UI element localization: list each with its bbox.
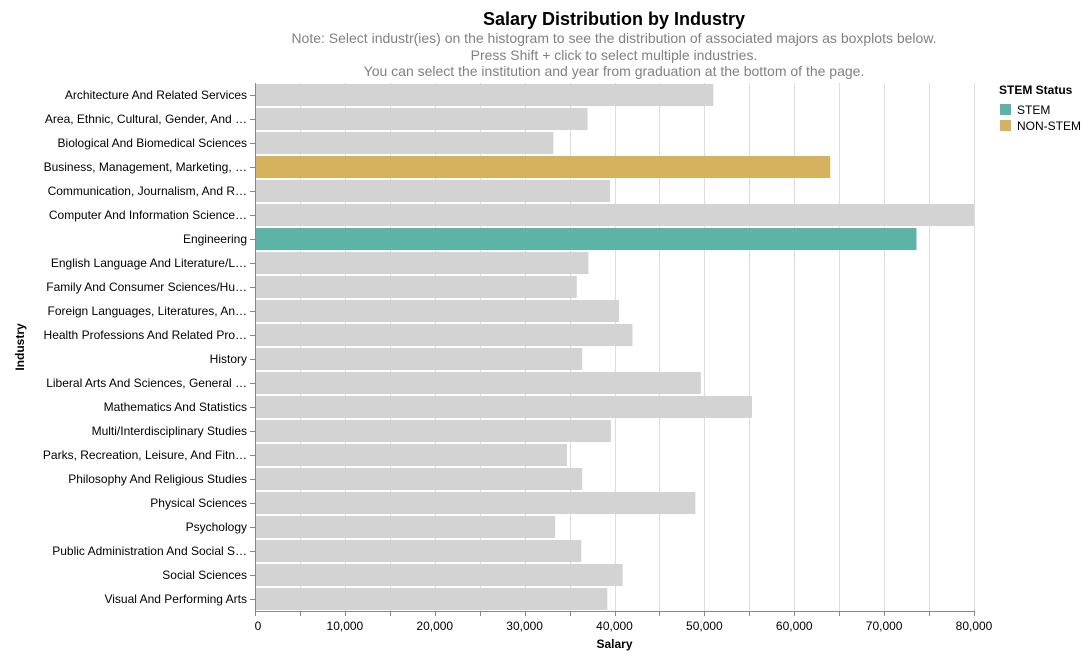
y-tick-label: Engineering [183,232,247,246]
y-tick-label: Multi/Interdisciplinary Studies [92,424,247,438]
y-tick-label: Business, Management, Marketing, … [44,160,247,174]
y-tick-label: Physical Sciences [150,496,247,510]
y-tick-label: Biological And Biomedical Sciences [58,136,247,150]
legend-swatch-stem [1000,104,1011,115]
y-tick-label: Family And Consumer Sciences/Hu… [46,280,247,294]
y-tick-label: Architecture And Related Services [65,88,247,102]
x-tick-label: 10,000 [327,619,364,633]
y-tick-label: Health Professions And Related Pro… [44,328,247,342]
bar-philosophy-and-religious-studies[interactable] [255,468,583,490]
bar-mathematics-and-statistics[interactable] [255,396,753,418]
y-tick-label: Philosophy And Religious Studies [68,472,247,486]
bar-health-professions-and-related-pro[interactable] [255,324,633,346]
x-axis-title: Salary [596,637,632,651]
x-tick-label: 0 [255,619,262,633]
y-tick-label: Communication, Journalism, And R… [48,184,247,198]
bar-area-ethnic-cultural-gender-and[interactable] [255,108,588,130]
chart-subtitle-line-2: Press Shift + click to select multiple i… [471,47,758,63]
y-tick-label: Visual And Performing Arts [104,592,247,606]
x-tick-label: 70,000 [866,619,903,633]
y-tick-label: History [210,352,247,366]
y-tick-label: Psychology [186,520,247,534]
bar-business-management-marketing[interactable] [255,156,831,178]
bar-liberal-arts-and-sciences-general[interactable] [255,372,701,394]
y-tick-label: Mathematics And Statistics [104,400,247,414]
bar-biological-and-biomedical-sciences[interactable] [255,132,554,154]
chart-subtitle-line-3: You can select the institution and year … [364,63,865,79]
bars[interactable] [255,84,975,610]
axes: Architecture And Related Services Area, E… [43,83,993,633]
chart-title: Salary Distribution by Industry [483,9,745,29]
x-tick-label: 60,000 [776,619,813,633]
legend: STEM Status STEM NON-STEM [999,83,1081,133]
bar-engineering[interactable] [255,228,917,250]
y-tick-label: Foreign Languages, Literatures, An… [48,304,247,318]
bar-parks-recreation-leisure-and-fitn[interactable] [255,444,567,466]
bar-history[interactable] [255,348,583,370]
legend-label-stem: STEM [1017,103,1050,117]
x-tick-label: 50,000 [686,619,723,633]
y-tick-label: Social Sciences [162,568,247,582]
bar-family-and-consumer-sciences-hu[interactable] [255,276,577,298]
bar-communication-journalism-and-r[interactable] [255,180,611,202]
x-tick-label: 30,000 [506,619,543,633]
x-tick-label: 40,000 [596,619,633,633]
bar-english-language-and-literature-l[interactable] [255,252,589,274]
legend-label-non-stem: NON-STEM [1017,119,1081,133]
legend-title: STEM Status [999,83,1073,97]
bar-foreign-languages-literatures-an[interactable] [255,300,619,322]
y-tick-label: Parks, Recreation, Leisure, And Fitn… [43,448,247,462]
bar-psychology[interactable] [255,516,556,538]
bar-architecture-and-related-services[interactable] [255,84,714,106]
x-tick-label: 80,000 [956,619,993,633]
y-tick-label: Area, Ethnic, Cultural, Gender, And … [45,112,247,126]
chart-subtitle-line-1: Note: Select industr(ies) on the histogr… [291,30,936,46]
bar-computer-and-information-science[interactable] [255,204,975,226]
bar-public-administration-and-social-s[interactable] [255,540,582,562]
y-tick-label: English Language And Literature/L… [51,256,247,270]
y-tick-label: Public Administration And Social S… [52,544,247,558]
y-axis-title: Industry [13,323,27,371]
x-tick-label: 20,000 [416,619,453,633]
bar-multi-interdisciplinary-studies[interactable] [255,420,611,442]
bar-social-sciences[interactable] [255,564,623,586]
y-tick-label: Computer And Information Science… [49,208,247,222]
legend-swatch-non-stem [1000,120,1011,131]
bar-physical-sciences[interactable] [255,492,696,514]
bar-visual-and-performing-arts[interactable] [255,588,608,610]
y-tick-label: Liberal Arts And Sciences, General … [46,376,247,390]
